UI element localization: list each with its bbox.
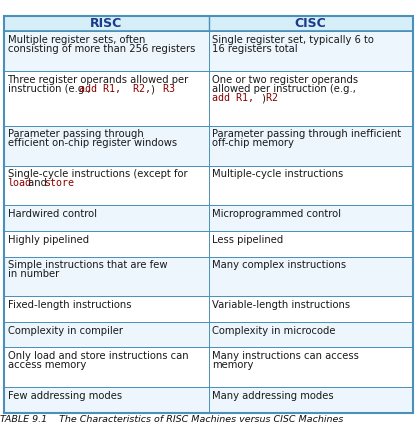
Text: in number: in number <box>8 270 59 279</box>
Text: TABLE 9.1    The Characteristics of RISC Machines versus CISC Machines: TABLE 9.1 The Characteristics of RISC Ma… <box>0 415 343 424</box>
Text: RISC: RISC <box>90 17 123 30</box>
Text: Parameter passing through inefficient: Parameter passing through inefficient <box>212 129 401 139</box>
Text: store: store <box>44 178 74 188</box>
FancyBboxPatch shape <box>4 297 413 322</box>
Text: allowed per instruction (e.g.,: allowed per instruction (e.g., <box>212 84 356 94</box>
Text: consisting of more than 256 registers: consisting of more than 256 registers <box>8 44 195 54</box>
Text: Microprogrammed control: Microprogrammed control <box>212 209 341 219</box>
Text: Many addressing modes: Many addressing modes <box>212 391 334 401</box>
FancyBboxPatch shape <box>4 322 413 348</box>
Text: Simple instructions that are few: Simple instructions that are few <box>8 260 167 270</box>
Text: Hardwired control: Hardwired control <box>8 209 96 219</box>
Text: Complexity in microcode: Complexity in microcode <box>212 325 335 336</box>
Text: Many instructions can access: Many instructions can access <box>212 351 359 361</box>
Text: Fixed-length instructions: Fixed-length instructions <box>8 300 131 310</box>
Text: Three register operands allowed per: Three register operands allowed per <box>8 75 189 85</box>
Text: Complexity in compiler: Complexity in compiler <box>8 325 123 336</box>
Text: access memory: access memory <box>8 360 86 370</box>
Text: instruction (e.g.,: instruction (e.g., <box>8 84 93 94</box>
Text: Highly pipelined: Highly pipelined <box>8 234 89 245</box>
FancyBboxPatch shape <box>4 32 413 71</box>
Text: One or two register operands: One or two register operands <box>212 75 358 85</box>
Text: Multiple-cycle instructions: Multiple-cycle instructions <box>212 169 343 179</box>
FancyBboxPatch shape <box>4 16 413 32</box>
FancyBboxPatch shape <box>4 348 413 388</box>
Text: 16 registers total: 16 registers total <box>212 44 297 54</box>
Text: efficient on-chip register windows: efficient on-chip register windows <box>8 139 177 148</box>
Text: Less pipelined: Less pipelined <box>212 234 283 245</box>
Text: Variable-length instructions: Variable-length instructions <box>212 300 350 310</box>
Text: Few addressing modes: Few addressing modes <box>8 391 122 401</box>
FancyBboxPatch shape <box>4 71 413 126</box>
Text: off-chip memory: off-chip memory <box>212 139 294 148</box>
Text: Parameter passing through: Parameter passing through <box>8 129 143 139</box>
Text: Single-cycle instructions (except for: Single-cycle instructions (except for <box>8 169 187 179</box>
Text: ): ) <box>261 93 265 103</box>
Text: Only load and store instructions can: Only load and store instructions can <box>8 351 188 361</box>
FancyBboxPatch shape <box>4 166 413 206</box>
FancyBboxPatch shape <box>4 388 413 413</box>
Text: load: load <box>8 178 32 188</box>
Text: memory: memory <box>212 360 253 370</box>
Text: and: and <box>25 178 50 188</box>
Text: Many complex instructions: Many complex instructions <box>212 260 346 270</box>
FancyBboxPatch shape <box>4 257 413 297</box>
Text: ): ) <box>150 84 154 94</box>
Text: Single register set, typically 6 to: Single register set, typically 6 to <box>212 35 374 45</box>
Text: add R1,  R2: add R1, R2 <box>212 93 278 103</box>
FancyBboxPatch shape <box>4 231 413 257</box>
FancyBboxPatch shape <box>4 206 413 231</box>
Text: Multiple register sets, often: Multiple register sets, often <box>8 35 145 45</box>
Text: add R1,  R2,  R3: add R1, R2, R3 <box>79 84 175 94</box>
Text: CISC: CISC <box>295 17 327 30</box>
FancyBboxPatch shape <box>4 126 413 166</box>
